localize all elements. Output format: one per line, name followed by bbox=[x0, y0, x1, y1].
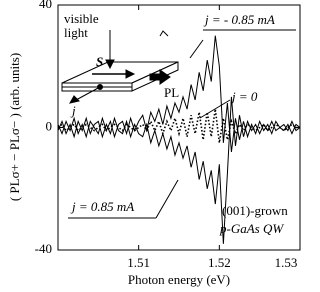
x-tick-label: 1.53 bbox=[275, 255, 298, 270]
annotation: (001)-grown bbox=[222, 203, 288, 218]
spot bbox=[97, 84, 103, 90]
annotation: p-GaAs QW bbox=[219, 221, 284, 236]
series-label: j = 0.85 mA bbox=[70, 199, 134, 214]
inset-label: PL bbox=[164, 85, 179, 100]
series-label: j = 0 bbox=[230, 89, 258, 104]
current-arrow bbox=[75, 86, 101, 101]
y-tick-label: -40 bbox=[35, 241, 52, 256]
inset-label: j bbox=[70, 103, 76, 118]
series-line bbox=[57, 96, 301, 244]
chart: ( PLσ+ − PLσ− ) (arb. units) Photon ener… bbox=[7, 0, 301, 287]
pl-arrow bbox=[149, 69, 171, 85]
inset-label: S bbox=[96, 54, 103, 69]
series-line bbox=[57, 109, 300, 143]
y-axis-label: ( PLσ+ − PLσ− ) (arb. units) bbox=[7, 53, 22, 201]
x-tick-label: 1.51 bbox=[127, 255, 150, 270]
inset-label: light bbox=[64, 25, 88, 40]
leader-line bbox=[199, 99, 231, 119]
leader-line bbox=[189, 39, 204, 59]
inset-label: visible bbox=[64, 11, 99, 26]
series-line bbox=[57, 35, 301, 153]
y-tick-label: 0 bbox=[46, 118, 53, 133]
x-axis-label: Photon energy (eV) bbox=[128, 272, 230, 287]
x-tick-label: 1.52 bbox=[208, 255, 231, 270]
current-arrow-head bbox=[69, 95, 80, 104]
spin-arrow-head bbox=[125, 69, 136, 79]
light-arrow-head bbox=[105, 59, 115, 70]
y-tick-label: 40 bbox=[39, 0, 52, 11]
angle-mark bbox=[159, 30, 169, 37]
curves bbox=[57, 35, 301, 244]
inset bbox=[61, 30, 179, 104]
series-label: j = - 0.85 mA bbox=[203, 12, 275, 27]
leader-line bbox=[155, 179, 179, 219]
